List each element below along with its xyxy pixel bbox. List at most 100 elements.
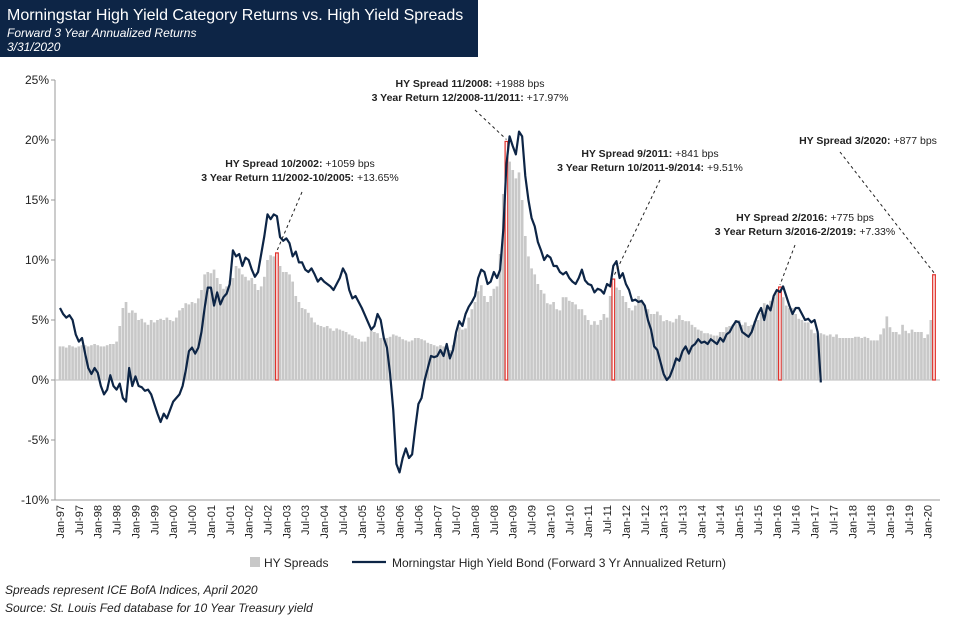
bar xyxy=(156,320,159,380)
bar xyxy=(291,281,294,380)
bar xyxy=(693,327,697,380)
x-tick-label: Jan-10 xyxy=(545,505,557,539)
x-tick-label: Jul-17 xyxy=(828,505,840,535)
bar xyxy=(668,321,672,380)
bar xyxy=(420,339,423,380)
bar xyxy=(740,324,744,380)
bar xyxy=(165,317,169,380)
x-tick-label: Jan-01 xyxy=(206,505,218,539)
bar xyxy=(684,321,687,380)
annotation-value: +841 bps xyxy=(675,148,719,160)
bar xyxy=(728,326,731,380)
x-tick-label: Jul-12 xyxy=(640,505,652,535)
x-tick-label: Jan-04 xyxy=(319,505,331,539)
bar xyxy=(816,335,820,380)
bar xyxy=(498,254,502,380)
x-tick-label: Jul-05 xyxy=(376,505,388,535)
bar xyxy=(435,346,439,380)
annotation: 3 Year Return 3/2016-2/2019: +7.33% xyxy=(715,226,895,238)
bar xyxy=(99,346,103,380)
bar xyxy=(775,291,779,380)
bar xyxy=(596,324,599,380)
bar xyxy=(750,324,753,380)
bar xyxy=(630,310,634,380)
bar xyxy=(621,296,625,380)
bar xyxy=(115,341,118,380)
bar xyxy=(432,345,436,380)
bar xyxy=(256,290,260,380)
bar xyxy=(593,321,596,380)
bar xyxy=(247,280,250,380)
legend-label: HY Spreads xyxy=(264,556,328,570)
annotation: HY Spread 3/2020: +877 bps xyxy=(799,135,937,147)
bar xyxy=(225,286,228,380)
bar xyxy=(401,339,405,380)
bar xyxy=(920,332,923,380)
x-tick-label: Jul-19 xyxy=(904,505,916,535)
bar xyxy=(423,340,427,380)
bar xyxy=(379,338,383,380)
bar xyxy=(322,327,326,380)
bar xyxy=(722,332,725,380)
bar xyxy=(269,255,272,380)
bar xyxy=(451,345,455,380)
bar xyxy=(665,320,669,380)
y-tick-label: 10% xyxy=(25,253,49,267)
bar xyxy=(470,309,474,380)
highlight-bar xyxy=(504,140,509,381)
bar xyxy=(329,328,332,380)
bar xyxy=(627,308,631,380)
bar xyxy=(813,333,816,380)
bar xyxy=(366,336,370,380)
bar xyxy=(231,278,235,380)
bar xyxy=(555,309,559,380)
bar xyxy=(360,341,364,380)
annotation-label: 3 Year Return 10/2011-9/2014: xyxy=(557,162,704,174)
bar xyxy=(608,296,612,380)
bar xyxy=(772,297,775,380)
bar xyxy=(74,347,78,380)
bar xyxy=(583,315,587,380)
bar xyxy=(489,296,493,380)
bar xyxy=(143,322,147,380)
bar xyxy=(731,324,735,380)
y-tick-label: 0% xyxy=(32,373,50,387)
x-tick-label: Jan-17 xyxy=(810,505,822,539)
bar xyxy=(68,345,71,380)
bar xyxy=(854,336,857,380)
bar xyxy=(810,329,813,380)
bar xyxy=(391,334,395,380)
bar xyxy=(448,350,452,380)
bar xyxy=(803,322,807,380)
bar xyxy=(926,334,930,380)
annotation: 3 Year Return 11/2002-10/2005: +13.65% xyxy=(201,172,398,184)
y-tick-label: 15% xyxy=(25,193,49,207)
x-tick-label: Jan-98 xyxy=(93,505,105,539)
bar xyxy=(835,334,838,380)
bar xyxy=(687,321,691,380)
bar xyxy=(901,324,904,380)
x-tick-label: Jul-16 xyxy=(791,505,803,535)
bar xyxy=(347,334,351,380)
bar xyxy=(656,311,659,380)
bar xyxy=(253,284,257,380)
y-tick-label: 20% xyxy=(25,133,49,147)
bar xyxy=(542,293,546,380)
bar xyxy=(523,236,527,380)
annotation-label: 3 Year Return 11/2002-10/2005: xyxy=(201,172,354,184)
x-tick-label: Jan-09 xyxy=(508,505,520,539)
bar xyxy=(791,308,794,380)
bar xyxy=(850,338,854,380)
bar xyxy=(640,302,643,380)
x-tick-label: Jul-04 xyxy=(338,505,350,535)
bar xyxy=(876,340,879,380)
highlight-bar xyxy=(932,274,936,381)
bar xyxy=(196,298,200,380)
bar xyxy=(844,338,848,380)
bar xyxy=(108,344,112,380)
bar xyxy=(404,340,408,380)
bar xyxy=(338,329,342,380)
bar xyxy=(753,321,757,380)
x-tick-label: Jul-06 xyxy=(413,505,425,535)
annotation-leader xyxy=(474,109,507,140)
